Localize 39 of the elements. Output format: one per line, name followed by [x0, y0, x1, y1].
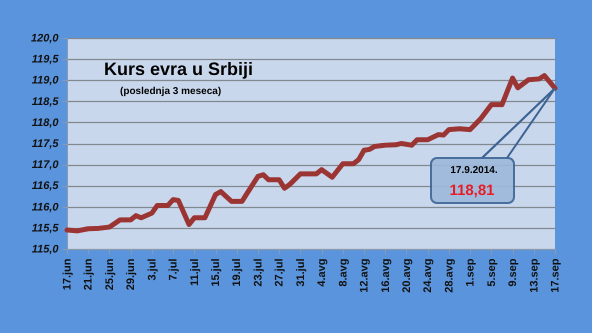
x-tick-label: 24.avg	[422, 258, 434, 293]
x-tick-label: 28.avg	[443, 258, 456, 293]
x-tick-label: 17.sep	[550, 258, 562, 293]
x-tick-label: 15.jul	[210, 258, 222, 287]
y-tick-label: 118,0	[32, 116, 60, 129]
x-tick-label: 7.jul	[168, 258, 180, 281]
x-tick-label: 9.sep	[507, 258, 520, 287]
annotation: 118,81	[449, 182, 495, 199]
y-tick-label: 117,5	[32, 138, 60, 150]
y-tick-label: 115,5	[32, 222, 60, 234]
y-tick-label: 116,5	[32, 180, 60, 192]
x-tick-label: 31.jul	[294, 258, 307, 287]
x-tick-label: 20.avg	[400, 258, 413, 293]
x-tick-label: 1.sep	[464, 258, 477, 287]
x-tick-label: 12.avg	[358, 258, 371, 293]
text: Kurs evra u Srbiji	[104, 59, 254, 79]
x-tick-label: 16.avg	[380, 258, 392, 293]
y-tick-label: 115,0	[32, 244, 60, 256]
x-tick-label: 25.jun	[104, 258, 116, 290]
x-tick-label: 23.jul	[252, 258, 264, 287]
x-tick-label: 19.jul	[231, 258, 244, 287]
y-tick-label: 119,0	[32, 74, 60, 87]
x-tick-label: 17.jun	[62, 258, 74, 290]
x-tick-label: 11.jul	[188, 258, 201, 286]
x-tick-label: 13.sep	[528, 258, 540, 293]
annotation: 17.9.2014.	[450, 165, 498, 176]
text: (poslednja 3 meseca)	[120, 86, 222, 97]
y-tick-label: 117,0	[32, 159, 60, 172]
x-tick-label: 29.jun	[125, 258, 138, 290]
y-tick-label: 116,0	[32, 201, 60, 214]
y-tick-label: 119,5	[32, 54, 60, 66]
x-tick-label: 4.avg	[316, 258, 328, 287]
y-tick-label: 120,0	[30, 32, 60, 44]
x-tick-label: 27.jul	[274, 258, 286, 287]
x-tick-label: 8.avg	[337, 258, 350, 287]
x-tick-label: 5.sep	[486, 258, 498, 287]
x-tick-label: 21.jun	[82, 258, 95, 290]
y-tick-label: 118,5	[32, 96, 60, 108]
x-tick-label: 3.jul	[146, 258, 158, 281]
